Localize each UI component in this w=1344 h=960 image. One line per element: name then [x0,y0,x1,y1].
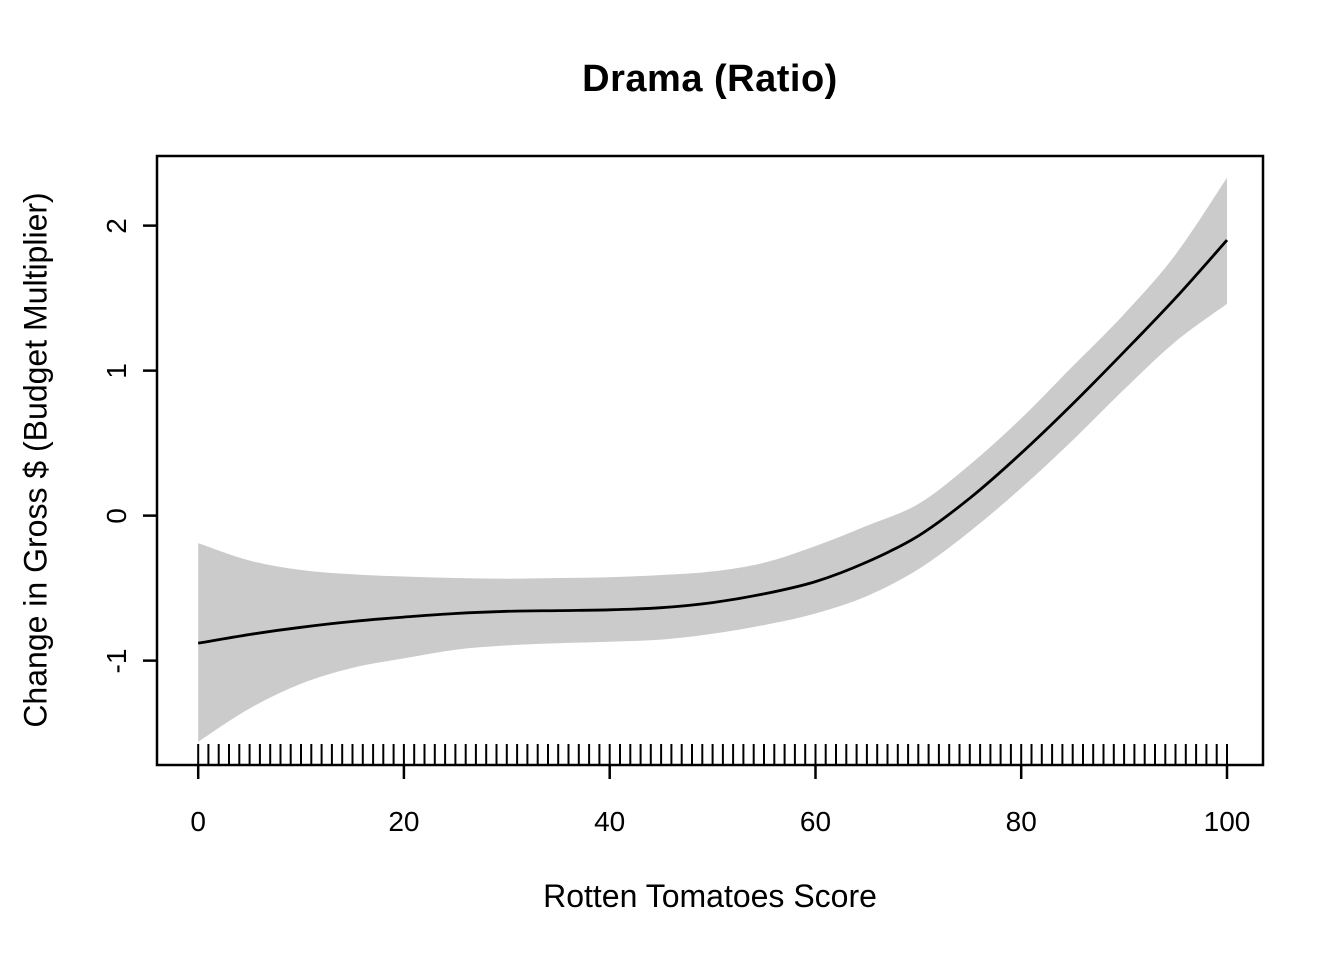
x-tick-label: 20 [388,806,420,837]
fit-line [197,239,1229,645]
x-tick-label: 100 [1203,806,1251,837]
y-axis-title: Change in Gross $ (Budget Multiplier) [17,192,54,728]
x-axis-title: Rotten Tomatoes Score [543,878,877,914]
x-tick-label: 0 [190,806,206,837]
x-axis-ticks [196,765,1229,779]
chart-title: Drama (Ratio) [582,58,838,100]
x-tick-label: 80 [1005,806,1037,837]
plot-frame [155,154,1265,767]
y-axis-ticks [143,224,157,662]
x-tick-label: 40 [594,806,626,837]
rug-ticks [197,744,1228,765]
confidence-band [198,177,1228,742]
x-tick-label: 60 [799,806,832,837]
y-tick-label: 1 [101,362,132,379]
y-tick-label: -1 [101,648,132,674]
y-tick-label: 0 [101,507,132,524]
y-tick-label: 2 [101,217,132,234]
